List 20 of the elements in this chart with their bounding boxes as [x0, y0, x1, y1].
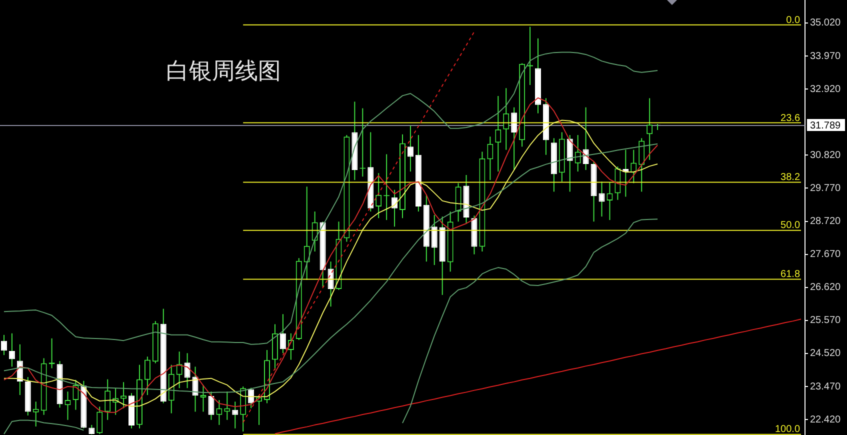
y-tick-label: 29.770: [810, 182, 842, 194]
series-label: 50.0: [780, 220, 800, 231]
y-tick-label: 28.720: [810, 216, 842, 228]
text: 白银周线图: [166, 58, 281, 84]
series-label: 23.6: [780, 112, 800, 124]
series-label: 38.2: [780, 172, 800, 183]
annotation: 31.789: [810, 120, 842, 132]
series-label: 0.0: [786, 14, 800, 26]
y-tick-label: 25.570: [810, 315, 842, 326]
y-tick-label: 33.970: [810, 50, 842, 62]
y-tick-label: 23.470: [810, 381, 842, 392]
y-tick-label: 26.620: [810, 282, 842, 294]
series-label: 61.8: [780, 268, 800, 280]
y-tick-label: 27.670: [810, 249, 842, 260]
y-tick-label: 32.920: [810, 84, 842, 95]
y-tick-label: 35.020: [810, 18, 842, 29]
series-label: 100.0: [774, 424, 800, 435]
y-tick-label: 30.820: [810, 150, 842, 161]
y-tick-label: 24.520: [810, 348, 842, 360]
y-tick-label: 22.420: [810, 414, 842, 426]
